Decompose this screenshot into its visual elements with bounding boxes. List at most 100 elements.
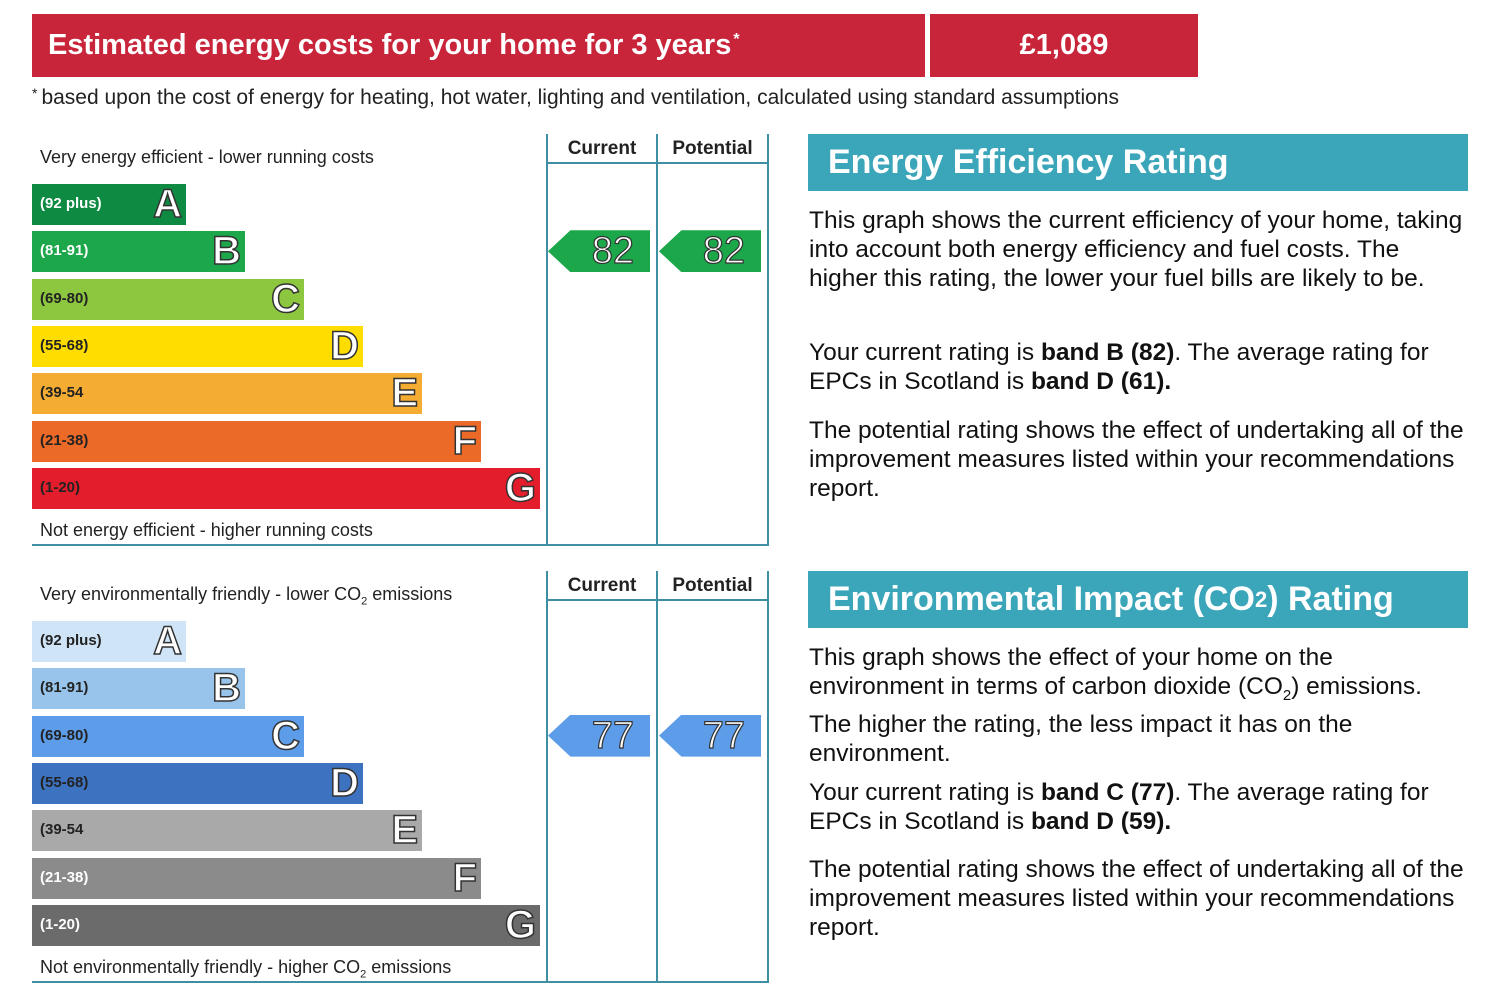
energy-cost-value: £1,089	[930, 14, 1198, 77]
current-column-header: Current	[567, 575, 637, 596]
potential-rating-arrow: 77	[659, 714, 761, 757]
env-panel-p3: The potential rating shows the effect of…	[809, 856, 1464, 941]
potential-rating-arrow: 82	[659, 230, 761, 273]
band-c: (69-80) C	[32, 276, 304, 321]
col-divider-right	[767, 571, 769, 982]
current-column-header: Current	[567, 138, 637, 159]
potential-column-header: Potential	[672, 575, 753, 596]
band-letter: B	[211, 229, 241, 274]
energy-cost-title: Estimated energy costs for your home for…	[32, 14, 925, 77]
band-range-label: (69-80)	[40, 726, 89, 744]
energy-p2-b: band B (82)	[1040, 339, 1175, 366]
col-divider-left	[546, 134, 548, 545]
energy-efficiency-chart: Current Potential Very energy efficient …	[32, 134, 769, 546]
col-divider-right	[767, 134, 769, 545]
energy-panel-p2: Your current rating is band B (82). The …	[809, 338, 1469, 396]
band-f: (21-38) F	[32, 418, 481, 463]
env-p2-c: . The average rating for EPCs in Scotlan…	[809, 779, 1429, 835]
current-rating-arrow: 77	[548, 714, 650, 757]
band-g: (1-20) G	[32, 902, 540, 947]
top-label-sub: 2	[361, 595, 368, 608]
band-letter: G	[504, 465, 537, 510]
band-f: (21-38) F	[32, 855, 481, 900]
potential-column-header: Potential	[672, 138, 753, 159]
band-range-label: (69-80)	[40, 289, 89, 307]
bottom-label-sub: 2	[360, 968, 367, 981]
band-a: (92 plus) A	[32, 619, 186, 663]
chart-baseline	[32, 981, 769, 983]
band-letter: A	[152, 182, 182, 226]
current-rating-value: 82	[591, 230, 634, 273]
band-letter: E	[391, 808, 419, 853]
band-g: (1-20) G	[32, 465, 540, 510]
energy-p2-d: band D (61).	[1030, 368, 1172, 395]
band-range-label: (92 plus)	[40, 195, 102, 212]
top-label-end: emissions	[367, 584, 453, 604]
bottom-label-end: emissions	[366, 957, 452, 977]
footnote-text: based upon the cost of energy for heatin…	[41, 86, 1119, 109]
band-letter: B	[211, 666, 241, 711]
energy-cost-title-text: Estimated energy costs for your home for…	[48, 29, 732, 61]
band-letter: A	[152, 619, 182, 663]
chart-bottom-label: Not energy efficient - higher running co…	[40, 520, 373, 540]
chart-bottom-label: Not environmentally friendly - higher CO…	[40, 957, 451, 981]
band-range-label: (21-38)	[40, 431, 89, 449]
env-title-sub: 2	[1254, 586, 1268, 612]
band-e: (39-54 E	[32, 808, 422, 853]
band-range-label: (55-68)	[40, 773, 89, 791]
current-rating-arrow: 82	[548, 230, 650, 273]
band-range-label: (39-54	[40, 384, 84, 402]
env-p1-a: This graph shows the effect of your home…	[809, 644, 1333, 700]
potential-rating-value: 77	[702, 714, 745, 757]
col-divider-left	[546, 571, 548, 982]
band-range-label: (92 plus)	[40, 632, 102, 649]
top-label-text: Very environmentally friendly - lower CO	[40, 584, 362, 604]
band-b: (81-91) B	[32, 229, 245, 274]
band-d: (55-68) D	[32, 760, 363, 805]
env-panel-p1: This graph shows the effect of your home…	[809, 643, 1469, 768]
band-letter: C	[270, 276, 300, 321]
band-letter: E	[391, 371, 419, 416]
env-panel-p2: Your current rating is band C (77). The …	[809, 778, 1469, 836]
env-p2-d: band D (59).	[1030, 808, 1172, 835]
col-divider-mid	[656, 571, 658, 982]
bottom-label-text: Not environmentally friendly - higher CO	[40, 957, 361, 977]
energy-p2-c: . The average rating for EPCs in Scotlan…	[809, 339, 1429, 395]
col-header-rule	[546, 162, 769, 164]
band-letter: F	[452, 855, 478, 900]
env-title-b: ) Rating	[1267, 580, 1394, 618]
band-range-label: (21-38)	[40, 868, 89, 886]
col-header-rule	[546, 599, 769, 601]
env-p1-sub: 2	[1282, 686, 1292, 704]
footnote-marker: *	[733, 30, 740, 48]
footnote: * based upon the cost of energy for heati…	[32, 85, 1119, 110]
footnote-star: *	[32, 85, 38, 101]
band-range-label: (81-91)	[40, 679, 89, 697]
band-a: (92 plus) A	[32, 182, 186, 226]
environmental-impact-chart: Current Potential Very environmentally f…	[0, 437, 1500, 997]
band-letter: D	[329, 323, 359, 368]
energy-panel-p3: The potential rating shows the effect of…	[809, 417, 1464, 502]
band-range-label: (1-20)	[40, 478, 81, 496]
band-b: (81-91) B	[32, 666, 245, 711]
col-divider-mid	[656, 134, 658, 545]
band-letter: C	[270, 713, 300, 758]
band-range-label: (55-68)	[40, 336, 89, 354]
band-e: (39-54 E	[32, 371, 422, 416]
band-letter: G	[504, 902, 537, 947]
env-p2-b: band C (77)	[1040, 779, 1175, 806]
env-p2-a: Your current rating is	[809, 779, 1041, 806]
potential-rating-value: 82	[702, 230, 745, 273]
energy-panel-p1: This graph shows the current efficiency …	[809, 207, 1463, 292]
band-letter: D	[329, 760, 359, 805]
band-range-label: (39-54	[40, 821, 84, 839]
band-c: (69-80) C	[32, 713, 304, 758]
env-title-a: Environmental Impact (CO	[828, 580, 1255, 618]
band-range-label: (81-91)	[40, 242, 89, 260]
energy-panel-title: Energy Efficiency Rating	[808, 134, 1468, 191]
band-letter: F	[452, 418, 478, 463]
current-rating-value: 77	[591, 714, 634, 757]
env-panel-title: Environmental Impact (CO 2) Rating	[808, 571, 1468, 628]
chart-top-label: Very environmentally friendly - lower CO…	[40, 584, 452, 608]
band-range-label: (1-20)	[40, 915, 81, 933]
